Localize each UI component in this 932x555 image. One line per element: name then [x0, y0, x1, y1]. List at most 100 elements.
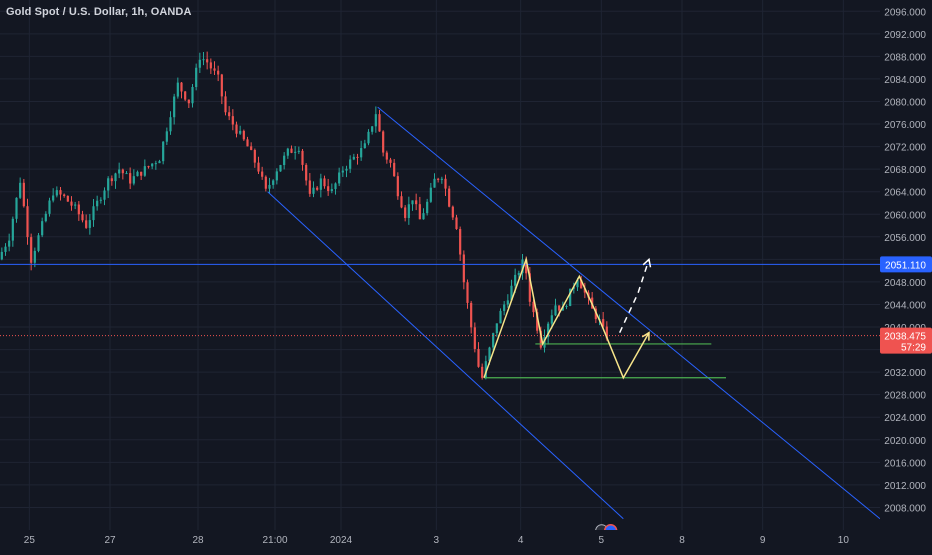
candle-body — [66, 195, 69, 202]
price-tick-label: 2044.000 — [884, 300, 926, 311]
candle-body — [363, 143, 366, 149]
price-tick-label: 2012.000 — [884, 481, 926, 492]
candle-body — [415, 200, 418, 205]
price-tick-label: 2076.000 — [884, 120, 926, 131]
candle-body — [33, 250, 36, 263]
time-tick-label: 10 — [838, 535, 850, 546]
price-tick-label: 2024.000 — [884, 413, 926, 424]
candle-body — [59, 190, 62, 195]
candle-body — [407, 204, 410, 218]
countdown-label: 57:29 — [901, 343, 926, 354]
candle-body — [118, 169, 121, 174]
price-tick-label: 2084.000 — [884, 75, 926, 86]
price-tick-label: 2032.000 — [884, 368, 926, 379]
candle-body — [341, 170, 344, 173]
candle-body — [495, 323, 498, 334]
candle-body — [143, 166, 146, 176]
candle-body — [602, 319, 605, 327]
candle-body — [305, 164, 308, 181]
resistance-price-label: 2051.110 — [885, 260, 926, 271]
projection-arrowhead — [641, 331, 650, 341]
candle-body — [103, 190, 106, 200]
price-tick-label: 2096.000 — [884, 7, 926, 18]
candle-body — [250, 146, 253, 150]
candle-body — [418, 204, 421, 220]
current-price-tag — [880, 327, 932, 354]
channel-upper-line — [377, 106, 881, 520]
candle-body — [316, 187, 319, 190]
candle-body — [334, 183, 337, 190]
candle-body — [228, 112, 231, 117]
candle-body — [301, 150, 304, 165]
candle-body — [286, 148, 289, 156]
candle-body — [184, 91, 187, 100]
candle-body — [605, 326, 608, 339]
candle-body — [85, 220, 88, 228]
candle-body — [198, 59, 201, 68]
candle-body — [162, 141, 165, 162]
candle-body — [385, 152, 388, 160]
candle-body — [253, 149, 256, 163]
candle-body — [514, 274, 517, 286]
candle-body — [477, 348, 480, 367]
candle-body — [550, 315, 553, 324]
candle-body — [74, 204, 77, 206]
candle-body — [209, 62, 212, 69]
candle-body — [543, 337, 546, 348]
candle-body — [517, 273, 520, 275]
candle-body — [583, 288, 586, 293]
candle-body — [400, 196, 403, 208]
candle-body — [539, 330, 542, 348]
price-axis: 2096.000 2092.000 2088.000 2084.000 2080.000… — [880, 0, 932, 550]
candle-body — [92, 206, 95, 221]
candle-body — [8, 240, 11, 247]
candle-body — [499, 310, 502, 324]
candle-body — [206, 59, 209, 63]
candle-body — [484, 361, 487, 378]
candle-body — [257, 162, 260, 172]
candle-body — [37, 235, 40, 251]
candle-body — [77, 204, 80, 215]
candle-body — [389, 159, 392, 163]
candle-body — [330, 189, 333, 192]
candle-body — [525, 259, 528, 274]
candle-body — [374, 114, 377, 127]
time-tick-label: 2024 — [330, 535, 353, 546]
resistance-price-tag — [880, 256, 932, 273]
candle-body — [180, 82, 183, 92]
candle-body — [110, 178, 113, 182]
candle-body — [459, 229, 462, 255]
price-tick-label: 2056.000 — [884, 233, 926, 244]
price-tick-label: 2008.000 — [884, 503, 926, 514]
time-tick-label: 4 — [518, 535, 524, 546]
candle-body — [528, 273, 531, 302]
candle-body — [569, 288, 572, 306]
projection-dashed-path — [618, 259, 650, 333]
candle-body — [319, 178, 322, 190]
price-tick-label: 2016.000 — [884, 458, 926, 469]
candle-body — [561, 306, 564, 311]
candle-body — [235, 124, 238, 134]
candle-body — [81, 214, 84, 221]
candle-body — [393, 162, 396, 177]
candle-body — [224, 96, 227, 113]
candles — [0, 51, 608, 380]
candle-body — [396, 176, 399, 197]
candle-body — [345, 168, 348, 171]
time-axis-background — [0, 530, 880, 550]
candle-body — [470, 302, 473, 328]
time-tick-label: 9 — [760, 535, 766, 546]
candle-body — [294, 151, 297, 153]
candle-body — [30, 237, 33, 263]
candle-body — [532, 301, 535, 313]
candle-body — [55, 190, 58, 196]
candle-body — [169, 117, 172, 132]
candle-body — [239, 130, 242, 134]
candle-body — [444, 178, 447, 189]
candle-body — [44, 213, 47, 222]
candle-body — [154, 163, 157, 165]
candle-body — [63, 194, 66, 196]
candle-body — [312, 187, 315, 194]
